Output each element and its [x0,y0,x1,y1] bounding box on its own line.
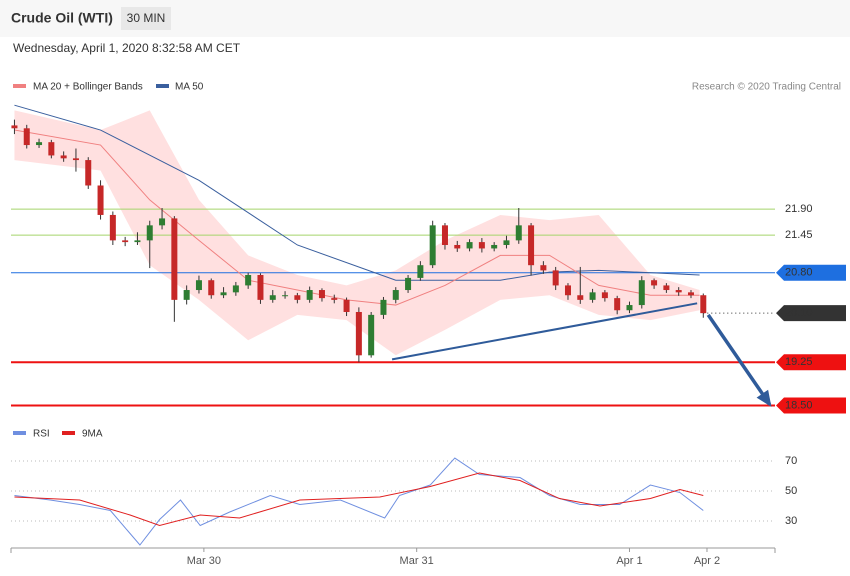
candle-body [552,270,559,286]
credit: Research © 2020 Trading Central [692,82,841,93]
x-tick-label: Mar 30 [187,555,221,567]
candle-body [589,292,596,300]
candle-body [454,244,461,249]
candle-body [441,225,448,245]
candle-body [257,275,264,300]
candle-body [687,292,694,296]
candle-body [503,240,510,245]
legend-swatch [156,84,169,88]
candle-body [392,290,399,300]
legend-label: MA 50 [175,82,204,93]
rsi-line [14,457,704,546]
arrow-head [756,389,772,407]
candle-body [11,125,18,129]
candle-body [651,280,658,286]
x-tick-label: Apr 2 [694,555,720,567]
candle-body [122,240,129,243]
level-label: 20.10 [785,307,813,319]
candle-body [368,314,375,356]
candle-body [97,185,104,215]
legend-swatch [13,84,26,88]
forecast-arrow [706,313,772,406]
ma20-line [14,129,700,306]
y-tick-label: 30 [785,515,797,527]
candle-body [232,285,239,293]
candle-body [134,240,141,243]
level-label: 18.50 [785,399,813,411]
subtitle: Wednesday, April 1, 2020 8:32:58 AM CET [13,41,241,55]
legend-label: RSI [33,429,50,440]
candle-body [23,128,30,146]
candle-body [294,295,301,300]
legend-label: 9MA [82,429,103,440]
chart-title: Crude Oil (WTI) [11,10,113,26]
bollinger-band [14,110,700,356]
candle-body [146,225,153,241]
candle-body [564,285,571,296]
candle-body [405,277,412,291]
candle-body [540,265,547,271]
candle-body [528,225,535,266]
level-label: 20.80 [785,267,813,279]
candle-body [195,280,202,291]
candle-body [626,305,633,311]
candle-body [85,160,92,186]
legend-swatch [13,431,26,435]
candle-body [36,142,43,146]
candle-body [614,298,621,311]
candle-body [72,158,79,161]
candle-body [380,299,387,315]
candle-body [306,290,313,300]
legend-label: MA 20 + Bollinger Bands [33,82,143,93]
candle-body [638,280,645,306]
trendline [391,302,698,361]
candle-body [183,290,190,300]
x-tick-label: Apr 1 [616,555,642,567]
candle-body [417,265,424,278]
candle-body [491,244,498,249]
candle-body [208,280,215,296]
candle-body [48,142,55,156]
interval-box[interactable] [121,7,171,30]
level-label: 19.25 [785,356,813,368]
candle-body [159,218,166,226]
level-label: 21.90 [785,203,813,215]
level-tag [776,305,846,322]
candle-body [577,295,584,300]
level-tag [776,397,846,414]
candle-body [245,275,252,286]
candle-body [429,225,436,266]
candle-body [343,299,350,312]
y-tick-label: 50 [785,485,797,497]
candle-body [466,242,473,249]
rsi-ma-line [14,472,704,527]
ma50-line [14,104,700,281]
candle-body [663,285,670,291]
level-label: 21.45 [785,229,813,241]
candle-body [700,295,707,314]
candle-body [675,290,682,293]
candle-body [601,292,608,299]
candle-body [331,298,338,300]
level-tag [776,354,846,371]
y-tick-label: 70 [785,455,797,467]
candle-body [109,214,116,241]
candle-body [478,242,485,249]
candle-body [220,292,227,296]
legend-swatch [62,431,75,435]
candle-body [355,311,362,356]
candle-body [515,225,522,241]
candle-body [60,155,67,159]
level-tag [776,264,846,281]
x-tick-label: Mar 31 [400,555,434,567]
interval[interactable]: 30 MIN [127,11,166,25]
candle-body [318,290,325,299]
candle-body [171,218,178,300]
candle-body [282,295,289,297]
candle-body [269,295,276,300]
